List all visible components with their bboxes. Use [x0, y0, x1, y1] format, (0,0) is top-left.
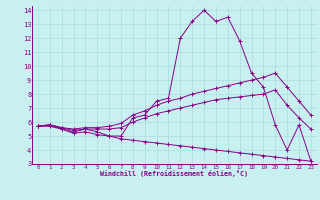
X-axis label: Windchill (Refroidissement éolien,°C): Windchill (Refroidissement éolien,°C) [100, 170, 248, 177]
